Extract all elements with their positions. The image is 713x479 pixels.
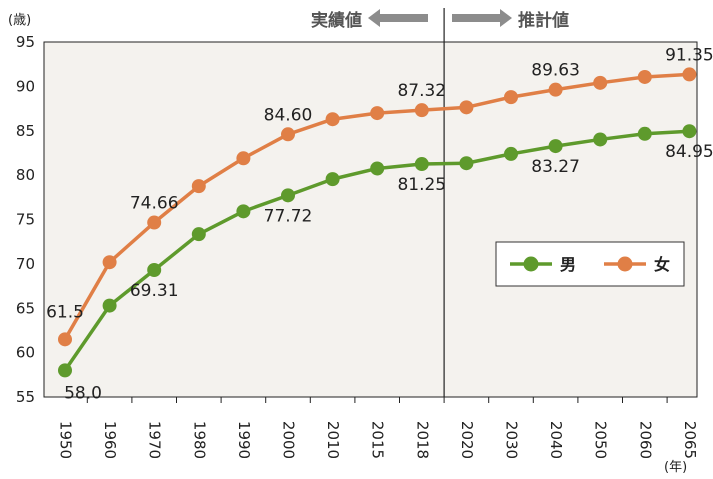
- x-tick-label: 2065: [681, 421, 699, 459]
- data-label: 69.31: [130, 281, 179, 301]
- x-unit-label: (年): [664, 460, 687, 475]
- data-point: [281, 188, 295, 203]
- data-point: [548, 139, 563, 154]
- projection-values-label: 推計値: [518, 10, 569, 31]
- y-tick-label: 65: [16, 299, 35, 317]
- data-point: [102, 298, 117, 313]
- x-tick-label: 2010: [324, 421, 342, 459]
- y-tick-label: 70: [16, 255, 35, 273]
- x-tick-label: 2018: [413, 421, 431, 459]
- data-point: [325, 172, 340, 187]
- arrow-left-icon: [368, 9, 428, 27]
- x-tick-label: 2040: [547, 421, 565, 459]
- y-tick-label: 60: [16, 344, 35, 362]
- data-label: 77.72: [264, 206, 313, 226]
- data-labels: 58.0 69.31 77.72 81.25 83.27 84.95 61.5 74.66 84…: [46, 45, 713, 403]
- data-point: [682, 124, 697, 139]
- data-point: [236, 151, 251, 166]
- data-point: [325, 112, 340, 127]
- legend-marker-female: [617, 256, 633, 272]
- data-label: 61.5: [46, 302, 84, 322]
- legend-marker-male: [523, 256, 539, 272]
- x-tick-label: 1950: [57, 421, 75, 459]
- data-label: 58.0: [64, 383, 102, 403]
- data-label: 84.60: [264, 105, 313, 125]
- data-label: 87.32: [397, 81, 446, 101]
- data-point: [682, 67, 697, 82]
- y-tick-label: 75: [16, 211, 35, 229]
- x-tick-label: 2020: [458, 421, 476, 459]
- y-unit-label: (歳): [8, 13, 31, 28]
- data-point: [504, 90, 518, 105]
- data-point: [58, 332, 72, 347]
- x-tick-label: 2000: [280, 421, 298, 459]
- legend-label-male: 男: [560, 255, 576, 274]
- x-axis: 1950 1960 1970 1980 1990 2000 2010 2015 2018 2020…: [57, 397, 699, 459]
- data-point: [370, 106, 385, 121]
- data-point: [147, 215, 162, 230]
- y-axis: 55 60 65 70 75 80 85 90 95: [16, 33, 35, 406]
- data-point: [236, 204, 251, 219]
- x-tick-label: 1980: [190, 421, 208, 459]
- y-tick-label: 85: [16, 122, 35, 140]
- data-point: [548, 82, 563, 97]
- data-point: [459, 100, 474, 115]
- y-tick-label: 90: [16, 77, 35, 95]
- data-label: 84.95: [665, 142, 713, 162]
- y-tick-label: 80: [16, 166, 35, 184]
- data-point: [191, 179, 206, 194]
- data-label: 81.25: [397, 175, 446, 195]
- x-tick-label: 2050: [592, 421, 610, 459]
- data-point: [281, 127, 295, 142]
- data-point: [414, 157, 429, 172]
- data-point: [637, 69, 652, 84]
- data-point: [414, 103, 429, 118]
- data-point: [593, 75, 608, 90]
- data-label: 83.27: [531, 157, 580, 177]
- series-layer: [58, 67, 697, 378]
- data-point: [593, 132, 608, 147]
- data-point: [504, 146, 518, 161]
- plot-background: [43, 41, 698, 398]
- y-tick-label: 95: [16, 33, 35, 51]
- chart-header: 実績値 推計値: [311, 9, 569, 31]
- legend: 男 女: [495, 241, 685, 287]
- data-point: [637, 126, 652, 141]
- x-tick-label: 2015: [369, 421, 387, 459]
- data-label: 74.66: [130, 194, 179, 214]
- data-label: 91.35: [665, 45, 713, 65]
- x-tick-label: 1960: [101, 421, 119, 459]
- y-tick-label: 55: [16, 388, 35, 406]
- data-point: [147, 262, 162, 277]
- x-tick-label: 1970: [146, 421, 164, 459]
- legend-label-female: 女: [654, 255, 670, 274]
- data-label: 89.63: [531, 61, 580, 81]
- data-point: [191, 227, 206, 242]
- x-tick-label: 2030: [503, 421, 521, 459]
- actual-values-label: 実績値: [311, 10, 362, 31]
- data-point: [370, 161, 385, 176]
- x-tick-label: 2060: [636, 421, 654, 459]
- arrow-right-icon: [452, 9, 512, 27]
- data-point: [58, 363, 72, 378]
- x-tick-label: 1990: [235, 421, 253, 459]
- data-point: [459, 156, 474, 171]
- data-point: [102, 255, 117, 270]
